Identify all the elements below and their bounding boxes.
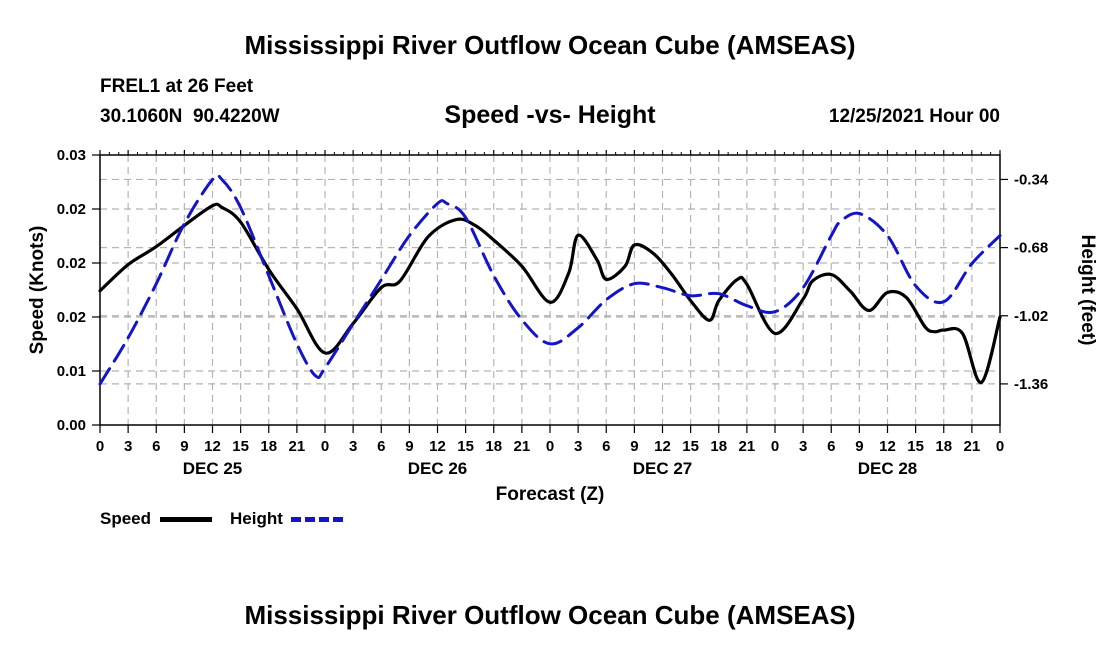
x-tick-label: 6: [152, 438, 160, 455]
x-tick-label: 6: [377, 438, 385, 455]
chart-title-bottom: Mississippi River Outflow Ocean Cube (AM…: [244, 600, 856, 630]
chart-subtitle: Speed -vs- Height: [444, 101, 656, 129]
day-label: DEC 26: [408, 459, 468, 478]
x-tick-label: 12: [879, 438, 896, 455]
y-left-tick-label: 0.00: [57, 417, 86, 434]
x-tick-label: 15: [907, 438, 924, 455]
x-tick-label: 0: [771, 438, 779, 455]
x-tick-label: 6: [827, 438, 835, 455]
x-tick-label: 0: [321, 438, 329, 455]
x-tick-label: 18: [485, 438, 502, 455]
y-right-tick-label: -1.02: [1014, 308, 1048, 325]
y-left-tick-label: 0.02: [57, 309, 86, 326]
x-tick-label: 21: [739, 438, 756, 455]
x-tick-label: 0: [96, 438, 104, 455]
x-axis-label: Forecast (Z): [496, 484, 605, 505]
y-left-tick-label: 0.03: [57, 147, 86, 164]
station-label: FREL1 at 26 Feet: [100, 76, 254, 97]
x-tick-label: 6: [602, 438, 610, 455]
legend-speed-label: Speed: [100, 509, 152, 528]
y-left-tick-label: 0.02: [57, 201, 86, 218]
x-tick-label: 15: [457, 438, 474, 455]
x-tick-label: 15: [232, 438, 249, 455]
x-tick-label: 18: [935, 438, 952, 455]
x-tick-label: 21: [289, 438, 306, 455]
x-tick-label: 18: [260, 438, 277, 455]
x-tick-label: 12: [429, 438, 446, 455]
x-tick-label: 3: [124, 438, 132, 455]
x-tick-label: 9: [180, 438, 188, 455]
x-tick-label: 15: [682, 438, 699, 455]
y-left-axis-label: Speed (Knots): [27, 226, 48, 355]
x-tick-label: 3: [349, 438, 357, 455]
legend-speed-swatch: [160, 517, 212, 522]
x-tick-label: 12: [204, 438, 221, 455]
speed-series-line: [98, 202, 1002, 385]
day-label: DEC 25: [183, 459, 243, 478]
legend-height-swatch: [291, 517, 343, 522]
x-tick-label: 3: [574, 438, 582, 455]
y-right-axis-label: Height (feet): [1077, 235, 1098, 346]
x-tick-label: 0: [996, 438, 1004, 455]
x-tick-label: 0: [546, 438, 554, 455]
run-time-label: 12/25/2021 Hour 00: [828, 106, 1000, 127]
legend-height-label: Height: [230, 509, 283, 528]
y-left-tick-label: 0.02: [57, 255, 86, 272]
x-tick-label: 12: [654, 438, 671, 455]
day-label: DEC 27: [633, 459, 693, 478]
x-tick-label: 3: [799, 438, 807, 455]
x-tick-label: 9: [630, 438, 638, 455]
x-tick-label: 9: [855, 438, 863, 455]
x-tick-label: 9: [405, 438, 413, 455]
y-right-tick-label: -1.36: [1014, 376, 1048, 393]
x-tick-label: 21: [514, 438, 531, 455]
y-right-tick-label: -0.68: [1014, 240, 1048, 257]
y-left-tick-label: 0.01: [57, 363, 86, 380]
x-tick-label: 21: [964, 438, 981, 455]
coordinates-label: 30.1060N 90.4220W: [100, 106, 280, 127]
x-tick-label: 18: [710, 438, 727, 455]
height-series-line: [98, 173, 1002, 386]
y-right-tick-label: -0.34: [1014, 171, 1049, 188]
day-label: DEC 28: [858, 459, 918, 478]
chart-title-top: Mississippi River Outflow Ocean Cube (AM…: [244, 30, 856, 60]
